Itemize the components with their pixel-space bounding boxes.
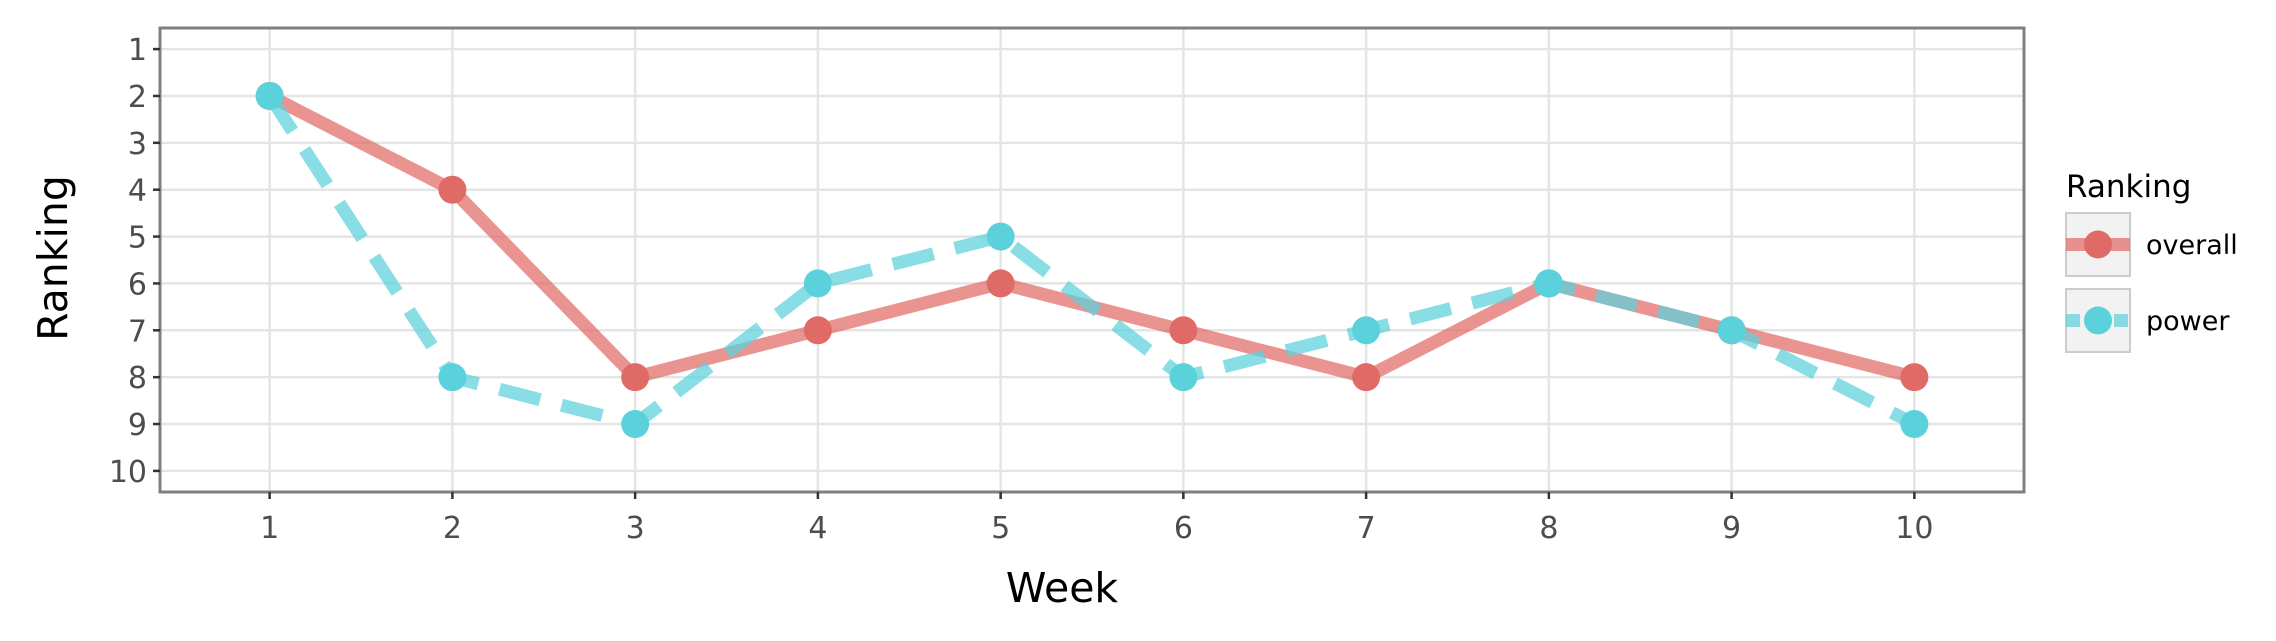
data-point-overall <box>1352 363 1381 392</box>
legend-title: Ranking <box>2066 169 2191 205</box>
x-tick-label: 10 <box>1895 511 1933 546</box>
legend-label: overall <box>2146 230 2238 261</box>
y-axis-ticks: 1 2 3 4 5 6 7 8 9 10 <box>109 33 160 490</box>
data-point-power <box>1534 269 1563 298</box>
series-power <box>255 81 1929 439</box>
x-tick-label: 4 <box>808 511 827 546</box>
x-axis-title: Week <box>1006 564 1119 612</box>
data-point-power <box>1717 316 1746 345</box>
y-tick-label: 7 <box>128 314 147 349</box>
data-point-power <box>1169 363 1198 392</box>
y-tick-label: 2 <box>128 80 147 115</box>
y-tick-label: 1 <box>128 33 147 68</box>
legend-item-power: power <box>2065 288 2230 353</box>
data-point-power <box>1352 316 1381 345</box>
x-tick-label: 7 <box>1357 511 1376 546</box>
data-point-power <box>438 363 467 392</box>
x-tick-label: 9 <box>1722 511 1741 546</box>
plot-border <box>158 26 2026 494</box>
series-line-power <box>264 92 1918 431</box>
data-point-overall <box>1169 316 1198 345</box>
legend-item-overall: overall <box>2065 212 2238 277</box>
data-point-overall <box>621 363 650 392</box>
x-axis-ticks: 1 2 3 4 5 6 7 8 9 10 <box>260 492 1933 546</box>
data-point-overall <box>1900 363 1929 392</box>
data-point-power <box>803 269 832 298</box>
data-point-power <box>621 410 650 439</box>
legend-key-point <box>2084 230 2112 259</box>
y-tick-label: 5 <box>128 221 147 256</box>
x-tick-label: 1 <box>260 511 279 546</box>
data-point-overall <box>986 269 1015 298</box>
legend: Ranking overall power <box>2065 169 2238 353</box>
legend-keys: overall power <box>2065 212 2238 353</box>
x-tick-label: 5 <box>991 511 1010 546</box>
y-tick-label: 6 <box>128 267 147 302</box>
grid-lines <box>160 28 2024 492</box>
data-point-power <box>255 81 284 110</box>
x-tick-label: 6 <box>1174 511 1193 546</box>
data-point-overall <box>438 175 467 204</box>
data-point-power <box>1900 410 1929 439</box>
plot-background <box>160 28 2024 492</box>
legend-key-point <box>2084 306 2112 335</box>
y-axis-title: Ranking <box>29 175 77 341</box>
x-tick-label: 2 <box>443 511 462 546</box>
y-tick-label: 4 <box>128 174 147 209</box>
data-point-overall <box>803 316 832 345</box>
x-tick-label: 3 <box>626 511 645 546</box>
y-tick-label: 10 <box>109 455 147 490</box>
series-layer <box>255 81 1929 439</box>
legend-label: power <box>2146 306 2230 337</box>
y-tick-label: 8 <box>128 361 147 396</box>
data-point-power <box>986 222 1015 251</box>
y-tick-label: 3 <box>128 127 147 162</box>
y-tick-label: 9 <box>128 408 147 443</box>
x-tick-label: 8 <box>1539 511 1558 546</box>
